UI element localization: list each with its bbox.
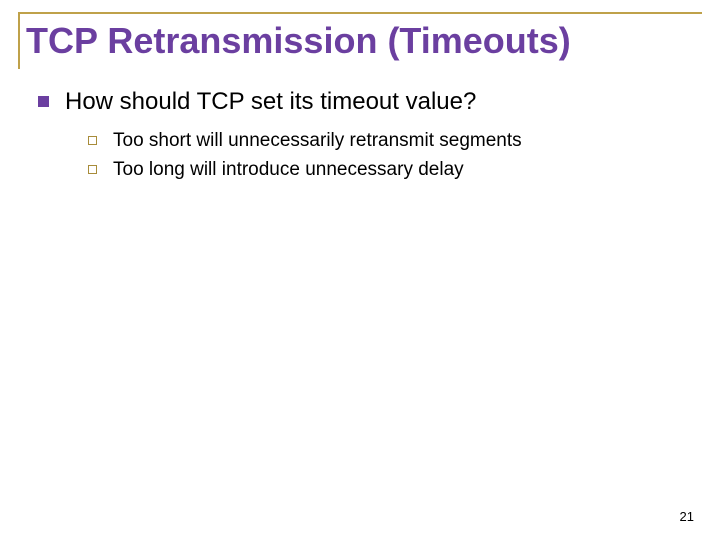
slide-body: How should TCP set its timeout value? To… (18, 87, 702, 182)
title-container: TCP Retransmission (Timeouts) (18, 12, 702, 69)
bullet-level2: Too long will introduce unnecessary dela… (88, 158, 702, 183)
sub-bullet-group: Too short will unnecessarily retransmit … (38, 129, 702, 182)
bullet-level2-text: Too short will unnecessarily retransmit … (113, 129, 522, 154)
slide: TCP Retransmission (Timeouts) How should… (0, 0, 720, 540)
square-bullet-icon (38, 96, 49, 107)
hollow-square-bullet-icon (88, 165, 97, 174)
hollow-square-bullet-icon (88, 136, 97, 145)
slide-title: TCP Retransmission (Timeouts) (26, 20, 702, 61)
page-number: 21 (680, 509, 694, 524)
bullet-level2: Too short will unnecessarily retransmit … (88, 129, 702, 154)
bullet-level1: How should TCP set its timeout value? (38, 87, 702, 117)
bullet-level1-text: How should TCP set its timeout value? (65, 87, 476, 117)
bullet-level2-text: Too long will introduce unnecessary dela… (113, 158, 464, 183)
